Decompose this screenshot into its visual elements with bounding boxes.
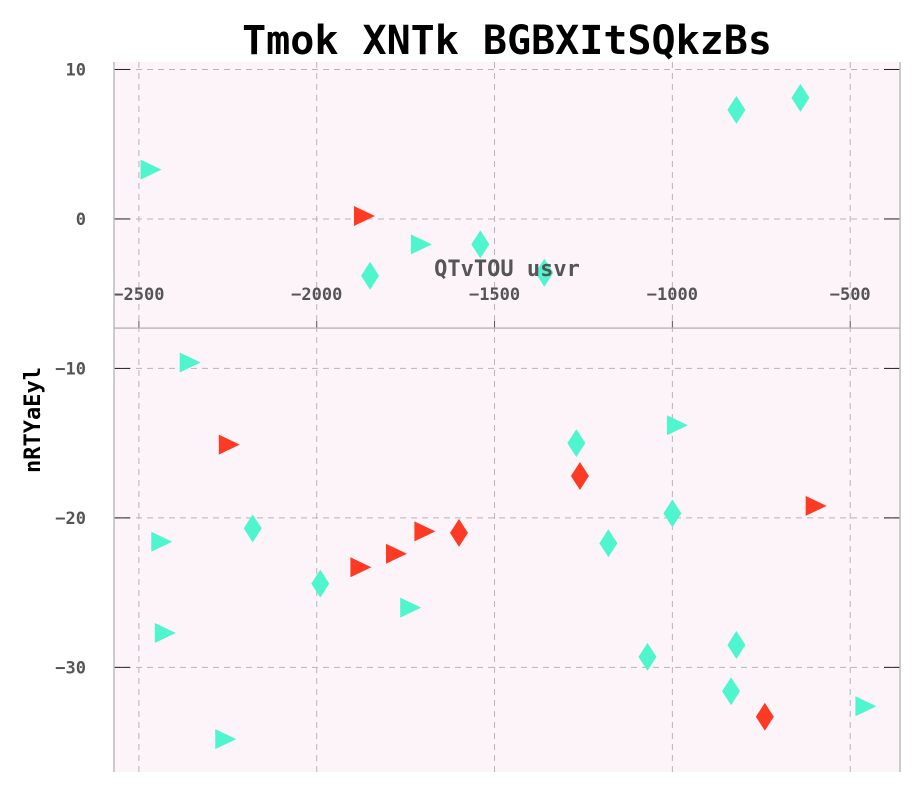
triangle-point (218, 434, 240, 455)
triangle-point (154, 622, 176, 643)
diamond-point (567, 429, 586, 458)
x-tick-label: −2000 (291, 285, 342, 305)
x-tick-label: −1500 (469, 285, 520, 305)
triangle-point (855, 696, 877, 717)
grid (114, 62, 900, 772)
diamond-point (243, 514, 262, 543)
diamond-point (727, 95, 746, 124)
diamond-point (755, 702, 774, 731)
diamond-point (791, 83, 810, 112)
data-points (140, 83, 877, 750)
x-tick-label: −2500 (113, 285, 164, 305)
y-tick-label: −30 (55, 658, 86, 678)
axes: −2500 −2000 −1500 −1000 −500 10 0 −10 −20 −30 (55, 60, 901, 772)
x-tick-label: −1000 (647, 285, 698, 305)
x-tick-label: −500 (830, 285, 871, 305)
diamond-point (311, 569, 330, 598)
triangle-point (215, 729, 237, 750)
y-tick-label: −10 (55, 359, 86, 379)
triangle-point (151, 531, 173, 552)
diamond-point (570, 462, 589, 491)
triangle-point (400, 597, 422, 618)
chart-title: Tmok XNTk BGBXItSQkzBs (242, 18, 772, 64)
triangle-point (805, 495, 827, 516)
diamond-point (663, 499, 682, 528)
diamond-point (361, 261, 380, 290)
diamond-point (638, 642, 657, 671)
triangle-point (410, 234, 432, 255)
triangle-point (666, 415, 688, 436)
triangle-point (350, 557, 372, 578)
diamond-point (471, 230, 490, 259)
y-tick-label: 10 (66, 60, 86, 80)
plot-background (114, 62, 900, 772)
diamond-point (599, 529, 618, 558)
diamond-point (727, 630, 746, 659)
triangle-point (414, 521, 436, 542)
triangle-point (140, 159, 162, 180)
y-tick-label: −20 (55, 509, 86, 529)
triangle-point (353, 205, 375, 226)
triangle-point (179, 352, 201, 373)
y-axis-label: nRTYaEyl (21, 367, 46, 473)
diamond-point (722, 677, 741, 706)
diamond-point (449, 518, 468, 547)
triangle-point (385, 543, 407, 564)
diamond-point (535, 258, 554, 287)
y-tick-label: 0 (76, 210, 86, 230)
x-axis-label: QTvTOU usvr (434, 257, 580, 282)
